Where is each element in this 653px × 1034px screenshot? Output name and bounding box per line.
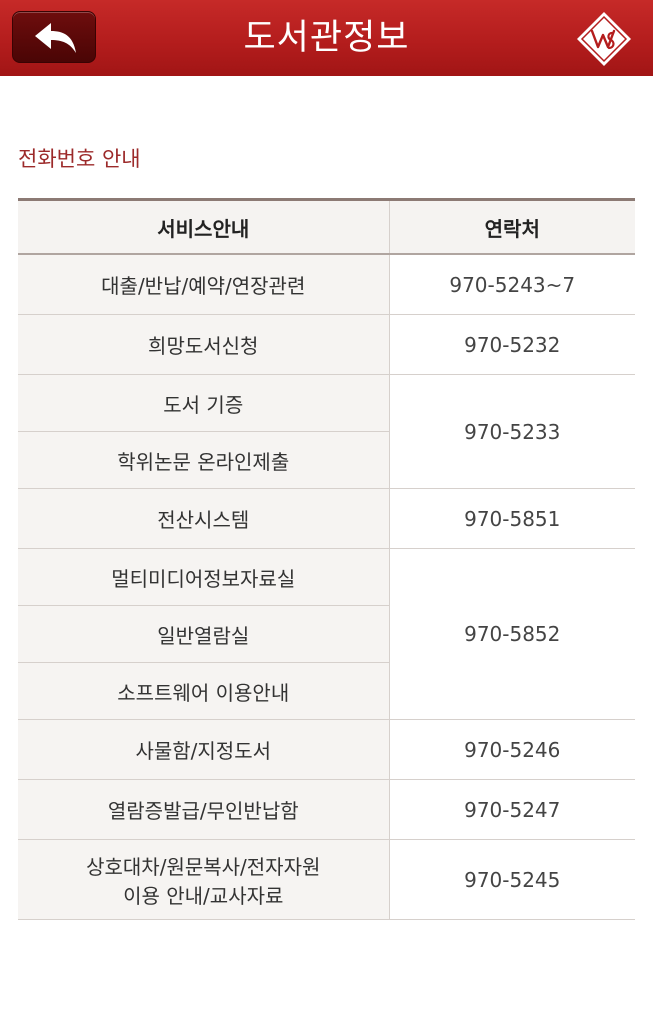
phone-table: 서비스안내 연락처 대출/반납/예약/연장관련 970-5243~7 희망도서신… xyxy=(18,198,635,920)
service-cell: 전산시스템 xyxy=(18,488,390,549)
service-cell: 희망도서신청 xyxy=(18,314,390,375)
service-line: 상호대차/원문복사/전자자원 xyxy=(86,854,321,879)
service-cell: 멀티미디어정보자료실 xyxy=(18,548,390,606)
column-header-service: 서비스안내 xyxy=(18,199,390,255)
table-header-row: 서비스안내 연락처 xyxy=(18,199,635,255)
library-logo-icon[interactable] xyxy=(576,11,632,67)
service-cell: 사물함/지정도서 xyxy=(18,719,390,780)
table-row: 도서 기증 970-5233 xyxy=(18,374,635,489)
phone-number[interactable]: 970-5232 xyxy=(389,314,635,375)
phone-number[interactable]: 970-5243~7 xyxy=(389,254,635,315)
app-header: 도서관정보 xyxy=(0,0,653,76)
column-header-contact: 연락처 xyxy=(389,199,635,255)
service-line: 이용 안내/교사자료 xyxy=(123,883,284,908)
phone-number[interactable]: 970-5245 xyxy=(389,839,635,920)
table-row: 멀티미디어정보자료실 970-5852 xyxy=(18,548,635,720)
table-row: 상호대차/원문복사/전자자원 이용 안내/교사자료 970-5245 xyxy=(18,839,635,920)
table-row: 소프트웨어 이용안내 xyxy=(18,662,635,720)
page-title: 도서관정보 xyxy=(243,18,410,58)
phone-number[interactable]: 970-5851 xyxy=(389,488,635,549)
service-cell: 상호대차/원문복사/전자자원 이용 안내/교사자료 xyxy=(18,839,390,920)
service-cell: 열람증발급/무인반납함 xyxy=(18,779,390,840)
service-cell: 대출/반납/예약/연장관련 xyxy=(18,254,390,315)
phone-number[interactable]: 970-5852 xyxy=(389,548,635,720)
phone-number[interactable]: 970-5246 xyxy=(389,719,635,780)
service-cell: 학위논문 온라인제출 xyxy=(18,431,390,489)
table-row: 사물함/지정도서 970-5246 xyxy=(18,719,635,780)
back-button[interactable] xyxy=(12,11,96,63)
table-row: 열람증발급/무인반납함 970-5247 xyxy=(18,779,635,840)
table-row: 학위논문 온라인제출 xyxy=(18,431,635,489)
phone-number[interactable]: 970-5247 xyxy=(389,779,635,840)
section-title: 전화번호 안내 xyxy=(18,147,141,171)
phone-number[interactable]: 970-5233 xyxy=(389,374,635,489)
table-row: 일반열람실 xyxy=(18,605,635,663)
back-arrow-icon xyxy=(35,23,76,53)
table-row: 대출/반납/예약/연장관련 970-5243~7 xyxy=(18,254,635,315)
table-row: 희망도서신청 970-5232 xyxy=(18,314,635,375)
service-cell: 소프트웨어 이용안내 xyxy=(18,662,390,720)
service-cell: 도서 기증 xyxy=(18,374,390,432)
service-cell: 일반열람실 xyxy=(18,605,390,663)
table-row: 전산시스템 970-5851 xyxy=(18,488,635,549)
